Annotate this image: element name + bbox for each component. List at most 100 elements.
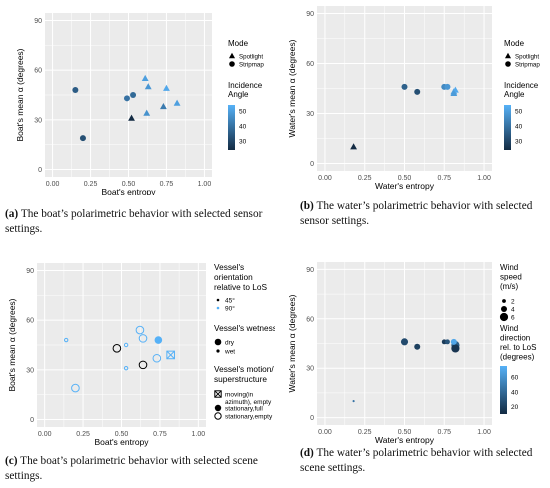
x-tick-label: 1.00 bbox=[477, 429, 491, 436]
x-tick-label: 0.00 bbox=[46, 181, 60, 188]
caption-b-label: (b) bbox=[300, 200, 314, 212]
legend-triangle-icon bbox=[504, 52, 512, 59]
data-point-circle bbox=[130, 92, 137, 98]
x-tick-label: 0.75 bbox=[160, 181, 174, 188]
legend: Wind speed (m/s) 246 Wind direction rel. to Lo… bbox=[499, 263, 536, 414]
chart-d: 0.00 0.25 0.50 0.75 1.00 0 30 60 90 Water's entro… bbox=[287, 262, 536, 445]
legend-size-dot bbox=[501, 306, 507, 312]
legend-boxcross-icon bbox=[214, 390, 222, 398]
y-axis-label: Water's mean α (degrees) bbox=[287, 294, 297, 392]
caption-b: (b) The water’s polarimetric behavior wi… bbox=[300, 199, 545, 229]
y-tick-label: 30 bbox=[306, 111, 314, 118]
legend-color-label: 90° bbox=[225, 305, 235, 313]
legend-color-title: Incidence Angle bbox=[228, 81, 263, 99]
data-point-boxcross bbox=[166, 350, 175, 360]
chart-b: 0.00 0.25 0.50 0.75 1.00 0 30 60 90 Water's entro… bbox=[287, 6, 540, 191]
plot-b: 0.00 0.25 0.50 0.75 1.00 0 30 60 90 Water's entro… bbox=[287, 6, 492, 191]
legend-boxcross-x bbox=[214, 390, 222, 398]
x-axis-label: Water's entropy bbox=[375, 181, 435, 191]
caption-d-label: (d) bbox=[300, 447, 314, 459]
x-tick-label: 0.75 bbox=[437, 175, 451, 182]
legend-size-dot bbox=[216, 349, 220, 353]
caption-c-text: The boat’s polarimetric behavior with se… bbox=[5, 455, 258, 482]
data-point-circle bbox=[450, 338, 457, 345]
legend-size-label: 6 bbox=[511, 315, 515, 322]
y-tick-label: 30 bbox=[34, 117, 42, 124]
data-point-open bbox=[138, 334, 148, 343]
data-point-circle bbox=[400, 338, 409, 346]
legend-size-label: 2 bbox=[511, 299, 515, 306]
color-bar-tick: 20 bbox=[511, 404, 519, 411]
legend-size-label: 4 bbox=[511, 307, 515, 314]
legend-shape-label: stationary,full bbox=[225, 406, 263, 413]
color-bar bbox=[504, 105, 511, 150]
caption-d-text: The water’s polarimetric behavior with s… bbox=[300, 447, 533, 474]
legend-filled-icon bbox=[214, 404, 222, 412]
data-point-circle bbox=[401, 83, 408, 90]
plot-a: 0.00 0.25 0.50 0.75 1.00 0 30 60 90 Boat's entrop… bbox=[15, 13, 212, 195]
x-tick-label: 0.75 bbox=[153, 431, 167, 438]
y-tick-label: 90 bbox=[26, 268, 34, 275]
color-bar bbox=[228, 105, 235, 150]
legend-shape-title: Mode bbox=[504, 39, 525, 48]
legend-triangle-icon bbox=[228, 52, 236, 59]
legend-size-dot bbox=[499, 312, 509, 322]
legend-shape-title: Mode bbox=[228, 39, 249, 48]
data-point-open bbox=[71, 383, 80, 393]
data-point-open bbox=[123, 365, 129, 371]
legend-color-title: Wind direction rel. to LoS (degrees) bbox=[500, 324, 536, 362]
caption-c-label: (c) bbox=[5, 455, 18, 467]
x-tick-label: 0.25 bbox=[76, 431, 90, 438]
data-point-triangle bbox=[128, 114, 135, 121]
y-axis-label: Boat's mean α (degrees) bbox=[7, 298, 17, 391]
color-bar-tick: 50 bbox=[515, 109, 523, 116]
y-tick-label: 60 bbox=[34, 68, 42, 75]
data-point-open bbox=[152, 353, 162, 363]
legend-shape-label: Stripmap bbox=[239, 62, 264, 69]
color-bar-tick: 40 bbox=[511, 389, 519, 396]
x-tick-label: 0.50 bbox=[115, 431, 129, 438]
color-bar-tick: 50 bbox=[239, 109, 247, 116]
chart-c: 0.00 0.25 0.50 0.75 1.00 0 30 60 90 Boat's entrop… bbox=[7, 262, 275, 447]
y-tick-label: 90 bbox=[34, 18, 42, 25]
y-tick-label: 30 bbox=[306, 366, 314, 373]
data-point-circle bbox=[445, 339, 450, 345]
data-point-triangle bbox=[144, 83, 152, 90]
color-bar-tick: 60 bbox=[511, 375, 519, 382]
legend-color-dot bbox=[216, 306, 220, 310]
y-tick-label: 90 bbox=[306, 11, 314, 18]
legend-size-label: wet bbox=[224, 349, 235, 356]
legend-color-title: Incidence Angle bbox=[504, 81, 539, 99]
legend-open-icon bbox=[214, 412, 222, 420]
legend-size-dot bbox=[502, 299, 506, 303]
data-point-triangle bbox=[143, 109, 151, 116]
legend-circle-icon bbox=[505, 61, 511, 67]
y-axis-label: Water's mean α (degrees) bbox=[287, 39, 297, 137]
x-tick-label: 1.00 bbox=[477, 175, 491, 182]
legend-shape-label: Stripmap bbox=[515, 62, 540, 69]
legend-color-label: 45° bbox=[225, 297, 235, 305]
x-tick-label: 0.50 bbox=[122, 181, 136, 188]
legend-size-dot bbox=[214, 338, 222, 346]
x-axis-label: Water's entropy bbox=[375, 435, 435, 445]
data-point-circle bbox=[414, 343, 421, 350]
legend-shape-label: stationary,empty bbox=[225, 414, 273, 421]
x-tick-label: 0.00 bbox=[38, 431, 52, 438]
data-point-circle bbox=[352, 400, 355, 403]
data-point-triangle bbox=[173, 99, 181, 106]
data-point-open bbox=[138, 360, 148, 370]
x-tick-label: 0.50 bbox=[398, 175, 412, 182]
caption-d: (d) The water’s polarimetric behavior wi… bbox=[300, 446, 545, 476]
legend-size-title: Vessel's wetness bbox=[214, 323, 275, 333]
caption-a-text: The boat’s polarimetric behavior with se… bbox=[5, 208, 263, 235]
x-tick-label: 1.00 bbox=[192, 431, 206, 438]
x-axis-label: Boat's entropy bbox=[101, 187, 156, 195]
legend-size-label: dry bbox=[225, 340, 235, 347]
data-point-circle bbox=[123, 95, 130, 102]
caption-a: (a) The boat’s polarimetric behavior wit… bbox=[5, 207, 265, 237]
data-point-triangle bbox=[450, 89, 458, 97]
color-bar-tick: 30 bbox=[515, 139, 523, 146]
x-tick-label: 1.00 bbox=[198, 181, 212, 188]
data-point-circle bbox=[414, 88, 421, 95]
